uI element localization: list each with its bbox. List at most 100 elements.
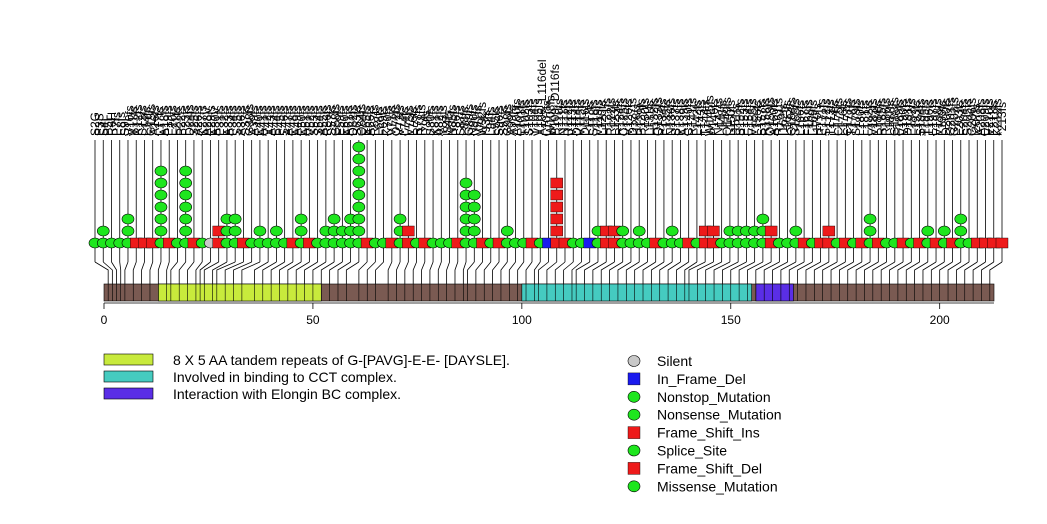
mutation-label: S103fs	[522, 99, 536, 136]
mutation-marker	[352, 213, 366, 225]
mutation-label: L94fs	[483, 107, 497, 136]
position-connector	[563, 261, 574, 284]
mutation-label: A100fs	[509, 99, 523, 136]
position-connector	[755, 261, 772, 284]
mutation-label: E65fs	[359, 105, 373, 136]
mutation-marker	[863, 213, 877, 225]
mutation-marker	[616, 225, 630, 237]
mutation-label: *213fs	[995, 102, 1009, 136]
mutation-label: L107fs	[539, 100, 553, 136]
mutation-label: G15fs	[144, 104, 158, 136]
position-connector	[722, 261, 739, 284]
mutation-label: Q159fs	[763, 97, 777, 136]
position-connector	[642, 261, 656, 284]
mutation-label: P7fs	[109, 112, 123, 136]
mutation-label: C175fs	[832, 98, 846, 136]
mutation-marker	[764, 225, 778, 237]
position-connector	[780, 261, 797, 284]
mutation-label: E204fs	[956, 99, 970, 136]
position-connector	[964, 261, 978, 284]
mutation-marker	[995, 237, 1009, 249]
mutation-label: P153fs	[737, 99, 751, 136]
mutation-marker	[550, 189, 563, 201]
protein-track	[103, 283, 995, 302]
mutation-label: V10fs	[122, 105, 136, 136]
mutation-label: D116fs	[578, 99, 592, 136]
mutation-label: S25fs	[187, 105, 201, 136]
mutation-marker	[228, 213, 242, 225]
mutation-label: I84fs	[440, 110, 454, 136]
position-connector	[203, 261, 219, 284]
mutation-label: L182fs	[862, 100, 876, 136]
mutation-marker	[352, 153, 366, 165]
mutation-label: F135fs	[660, 99, 674, 136]
mutation-label: N111fs	[557, 100, 571, 136]
mutation-marker	[352, 141, 366, 153]
mutation-label: W92fs	[475, 102, 489, 136]
mutation-label: E59fs	[333, 105, 347, 136]
mutation-label: V115fs	[574, 100, 588, 136]
mutation-label: L68fs	[372, 107, 386, 136]
position-connector	[972, 261, 986, 284]
mutation-label: V210fs	[982, 99, 996, 136]
mutation-label: S4L	[97, 114, 111, 136]
position-connector	[667, 261, 681, 284]
position-connector	[822, 261, 838, 284]
mutation-label: L74fs	[397, 107, 411, 136]
domain-legend-swatch	[103, 353, 154, 366]
mutation-marker	[937, 225, 951, 237]
position-connector	[429, 261, 434, 284]
position-connector	[955, 261, 970, 284]
mutation-label: C206fs	[965, 98, 979, 136]
mutation-label: R122fs	[604, 98, 618, 136]
mutation-label: Y83fs	[436, 105, 450, 136]
mutation-marker	[294, 225, 308, 237]
mutation-label: P134fs	[655, 99, 669, 136]
mutation-label: C140fs	[681, 98, 695, 136]
mutation-label: W145fs	[703, 95, 717, 136]
mutation-label: E32fs	[217, 105, 231, 136]
mutation-label: E154fs	[741, 99, 755, 136]
mutation-marker	[467, 225, 481, 237]
mutation-label: R78fs	[415, 105, 429, 136]
mutation-marker	[154, 225, 168, 237]
position-connector	[358, 261, 368, 284]
position-connector	[412, 261, 417, 284]
mutation-label: A51fs	[299, 105, 313, 136]
mutation-label: E192fs	[905, 99, 919, 136]
mutation-label: L203fs	[952, 100, 966, 136]
type-legend-label: Nonsense_Mutation	[657, 407, 782, 423]
mutation-marker	[467, 213, 481, 225]
position-connector	[254, 261, 269, 284]
mutation-label: R6H	[105, 112, 119, 136]
position-connector	[387, 261, 393, 284]
mutation-label: A43fs	[264, 105, 278, 136]
mutation-label: V119fs	[591, 100, 605, 136]
mutation-marker	[179, 189, 192, 201]
mutation-label: F168fs	[802, 99, 816, 136]
mutation-label: E197fs	[926, 99, 940, 136]
position-connector	[320, 261, 335, 284]
position-connector	[684, 261, 698, 284]
position-connector	[864, 261, 879, 284]
mutation-label: Q201fs	[943, 97, 957, 136]
position-connector	[517, 261, 525, 284]
mutation-label: P34fs	[226, 105, 240, 136]
mutation-label: S96fs	[492, 105, 506, 136]
mutation-label: P109_D116fs	[548, 64, 562, 136]
position-connector	[584, 261, 599, 284]
mutation-label: A18fs	[157, 105, 171, 136]
mutation-label: L123fs	[608, 100, 622, 136]
x-tick-label: 200	[930, 313, 950, 327]
type-legend-label: Splice_Site	[657, 443, 727, 459]
position-connector	[554, 261, 566, 284]
mutation-label: P45fs	[273, 105, 287, 136]
mutation-label: V183fs	[866, 99, 880, 136]
mutation-label: N90fs	[466, 105, 480, 136]
mutation-label: P86fs	[449, 105, 463, 136]
connector-group	[94, 261, 1003, 284]
mutation-label: Q133fs	[651, 97, 665, 136]
mutation-label: H121fs	[600, 98, 614, 136]
mutation-marker	[550, 213, 563, 225]
